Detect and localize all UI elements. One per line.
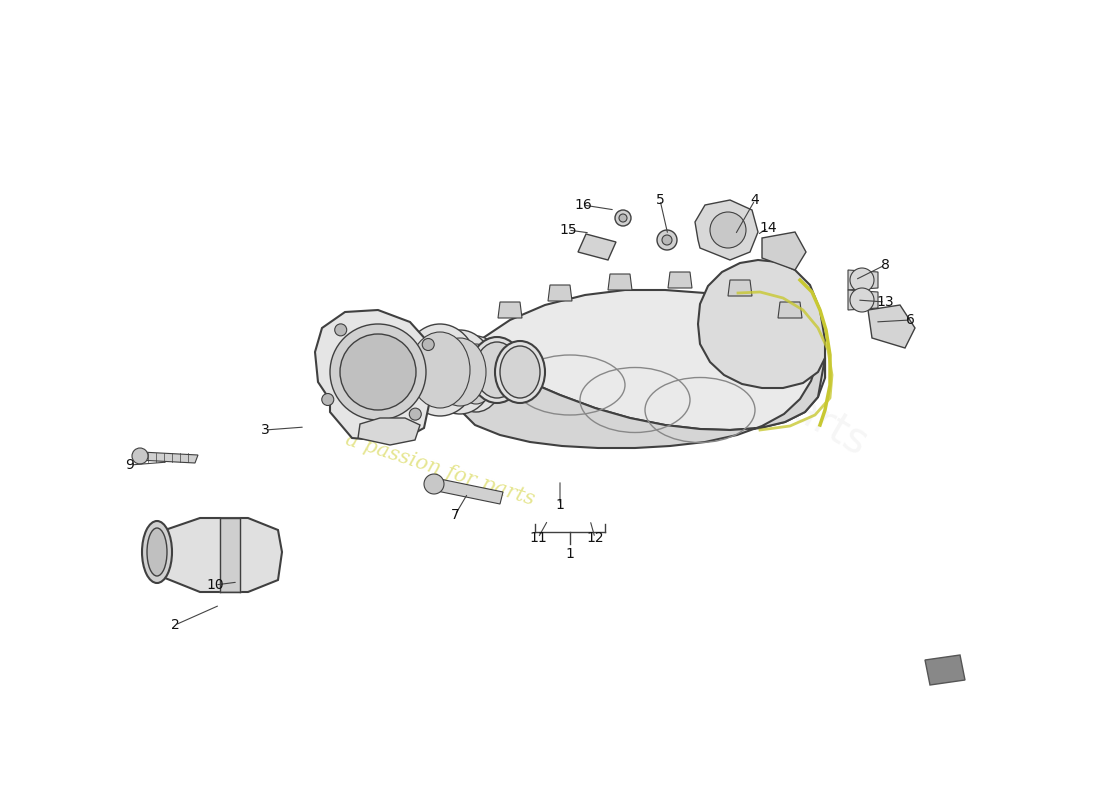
Ellipse shape [402,324,478,416]
Ellipse shape [475,342,519,398]
Circle shape [422,338,435,350]
Polygon shape [608,274,632,290]
Circle shape [334,324,346,336]
Circle shape [409,408,421,420]
Circle shape [424,474,444,494]
Polygon shape [668,272,692,288]
Polygon shape [728,280,752,296]
Polygon shape [315,310,432,442]
Polygon shape [695,200,758,260]
Circle shape [619,214,627,222]
Polygon shape [578,234,616,260]
Circle shape [340,334,416,410]
Polygon shape [498,302,522,318]
Text: 5: 5 [656,193,664,207]
Text: 15: 15 [559,223,576,237]
Circle shape [657,230,676,250]
Text: 1: 1 [556,498,564,512]
Text: 4: 4 [750,193,759,207]
Text: 1: 1 [565,547,574,561]
Polygon shape [220,518,240,592]
Polygon shape [762,232,806,270]
Text: 7: 7 [451,508,460,522]
Polygon shape [548,285,572,301]
Ellipse shape [410,332,470,408]
Text: 10: 10 [206,578,223,592]
Text: 12: 12 [586,531,604,545]
Polygon shape [358,418,420,445]
Circle shape [850,288,875,312]
Polygon shape [432,478,503,504]
Circle shape [710,212,746,248]
Polygon shape [925,655,965,685]
Circle shape [662,235,672,245]
Ellipse shape [147,528,167,576]
Text: eurocarparts: eurocarparts [624,295,876,465]
Text: 14: 14 [759,221,777,235]
Ellipse shape [434,338,486,406]
Text: 6: 6 [905,313,914,327]
Ellipse shape [495,341,544,403]
Ellipse shape [456,344,496,404]
Polygon shape [455,340,825,448]
Polygon shape [698,260,825,388]
Polygon shape [155,518,282,592]
Text: 3: 3 [261,423,270,437]
Polygon shape [422,338,455,390]
Circle shape [322,394,333,406]
Ellipse shape [426,330,494,414]
Text: 11: 11 [529,531,547,545]
Polygon shape [848,270,878,290]
Polygon shape [778,302,802,318]
Polygon shape [138,452,198,463]
Text: 8: 8 [881,258,890,272]
Ellipse shape [500,346,540,398]
Text: 16: 16 [574,198,592,212]
Circle shape [850,268,875,292]
Polygon shape [455,290,825,430]
Text: a passion for parts: a passion for parts [343,430,537,510]
Polygon shape [422,338,455,394]
Circle shape [330,324,426,420]
Circle shape [132,448,148,464]
Ellipse shape [448,336,504,412]
Polygon shape [848,290,878,310]
Text: 2: 2 [170,618,179,632]
Ellipse shape [470,337,524,403]
Text: 9: 9 [125,458,134,472]
Text: 13: 13 [877,295,894,309]
Circle shape [615,210,631,226]
Ellipse shape [142,521,172,583]
Polygon shape [868,305,915,348]
